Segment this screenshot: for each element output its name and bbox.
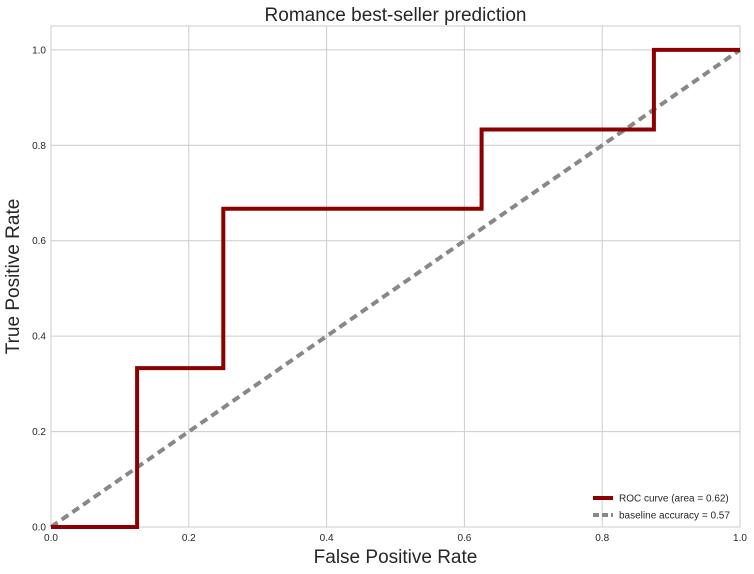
plot-area bbox=[50, 25, 741, 528]
legend: ROC curve (area = 0.62) baseline accuracy… bbox=[593, 494, 730, 522]
y-axis-ticks: 0.0 0.2 0.4 0.6 0.8 1.0 bbox=[32, 45, 46, 533]
y-tick-label: 0.2 bbox=[32, 427, 46, 438]
y-tick-label: 0.4 bbox=[32, 332, 46, 343]
y-tick-label: 0.6 bbox=[32, 236, 46, 247]
legend-entry-label: baseline accuracy = 0.57 bbox=[619, 511, 730, 522]
x-tick-label: 0.6 bbox=[457, 533, 471, 544]
roc-curve-line bbox=[51, 47, 740, 529]
x-tick-label: 0.0 bbox=[44, 533, 58, 544]
x-tick-label: 1.0 bbox=[733, 533, 747, 544]
x-axis-label: False Positive Rate bbox=[314, 547, 478, 568]
y-tick-label: 0.8 bbox=[32, 141, 46, 152]
x-tick-label: 0.2 bbox=[182, 533, 196, 544]
legend-entry-label: ROC curve (area = 0.62) bbox=[619, 494, 729, 505]
y-tick-label: 1.0 bbox=[32, 45, 46, 56]
series-lines bbox=[49, 47, 742, 529]
baseline-line bbox=[49, 48, 742, 529]
x-tick-label: 0.4 bbox=[320, 533, 334, 544]
x-tick-label: 0.8 bbox=[595, 533, 609, 544]
grid bbox=[50, 26, 741, 528]
x-axis-ticks: 0.0 0.2 0.4 0.6 0.8 1.0 bbox=[44, 533, 747, 544]
y-axis-label: True Positive Rate bbox=[3, 199, 24, 355]
y-tick-label: 0.0 bbox=[32, 523, 46, 534]
chart-title: Romance best-seller prediction bbox=[265, 5, 527, 26]
